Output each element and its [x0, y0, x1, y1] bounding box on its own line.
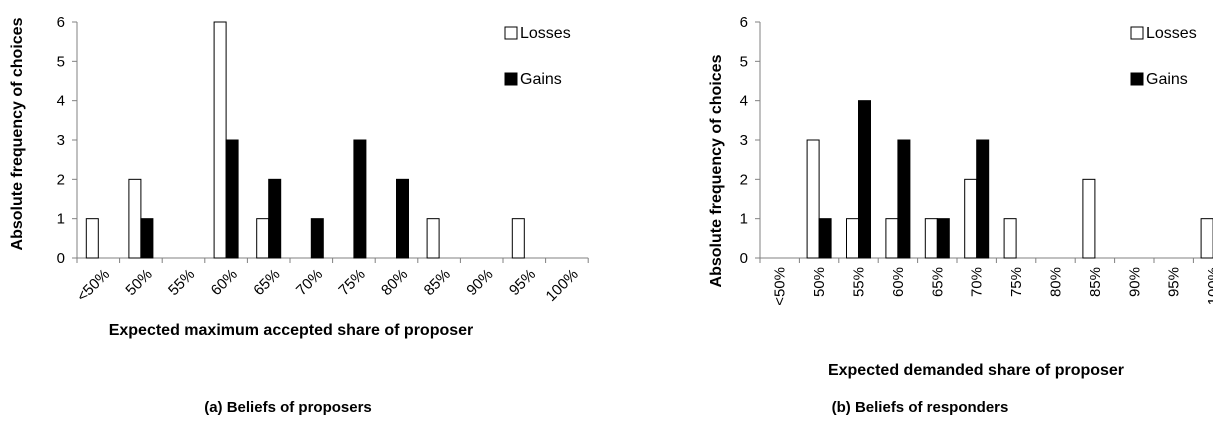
chart-a-x-tick-label: 65% [250, 266, 283, 299]
chart-b-y-tick-label: 2 [740, 171, 748, 188]
chart-a-bar-losses [85, 218, 99, 259]
chart-b-bar-losses [1003, 218, 1017, 259]
chart-a-x-tick-label: 50% [122, 266, 155, 299]
chart-a-legend-label-gains: Gains [520, 71, 562, 88]
chart-b-y-tick-label: 0 [740, 250, 748, 267]
chart-b-plot-area: 0 1 2 3 4 5 6 <50% 50% 55% 60% 65% 70% 75% 80% 85% 90% 95… [740, 14, 1213, 306]
chart-b-x-tick-label: <50% [772, 267, 789, 306]
chart-b-x-tick-label: 65% [929, 267, 946, 297]
chart-a-y-tick-label: 2 [57, 171, 65, 188]
chart-a-legend-swatch-gains [504, 72, 518, 86]
chart-b-legend: Losses Gains [1130, 25, 1197, 88]
chart-a-bar-losses [128, 178, 142, 259]
chart-b-x-axis-title: Expected demanded share of proposer [828, 362, 1124, 379]
chart-a-x-tick-label: 95% [506, 266, 539, 299]
chart-b-bar-losses [1200, 218, 1213, 259]
chart-b-legend-label-losses: Losses [1146, 25, 1197, 42]
chart-b-bar-gains [897, 139, 911, 259]
chart-a-x-tick-label: 75% [335, 266, 368, 299]
chart-a-y-tick-label: 6 [57, 14, 65, 31]
chart-b-x-tick-label: 85% [1087, 267, 1104, 297]
chart-b-bar-losses [1082, 178, 1096, 259]
chart-b-bar-gains [936, 218, 950, 259]
chart-a-y-axis-title: Absolute frequency of choices [9, 17, 26, 250]
chart-b-y-tick-label: 3 [740, 132, 748, 149]
chart-a-x-tick-label: 60% [208, 266, 241, 299]
chart-a-x-tick-label: 85% [421, 266, 454, 299]
chart-b-x-tick-label: 100% [1205, 267, 1213, 305]
chart-a-bar-gains [396, 178, 409, 259]
chart-b-legend-swatch-losses [1130, 26, 1144, 40]
chart-a-y-tick-label: 3 [57, 132, 65, 149]
chart-a-bar-losses [213, 21, 227, 259]
chart-b-y-tick-label: 6 [740, 14, 748, 31]
chart-b-x-tick-label: 95% [1166, 267, 1183, 297]
chart-a-x-axis-title: Expected maximum accepted share of propo… [109, 322, 474, 339]
chart-a-y-tick-label: 0 [57, 250, 65, 267]
chart-b-bar-gains [858, 100, 871, 259]
chart-a-bar-gains [353, 139, 367, 259]
chart-a-x-tick-label: 55% [165, 266, 198, 299]
chart-b-x-tick-label: 75% [1008, 267, 1025, 297]
chart-b-y-tick-label: 5 [740, 53, 748, 70]
chart-b-bar-gains [818, 218, 832, 259]
chart-b-bar-gains [976, 139, 990, 259]
chart-b-y-tick-label: 4 [740, 93, 748, 110]
chart-a-legend: Losses Gains [504, 25, 571, 88]
chart-b-bar-losses [885, 218, 899, 259]
chart-a-x-tick-label: 70% [293, 266, 326, 299]
chart-b: 0 1 2 3 4 5 6 <50% 50% 55% 60% 65% 70% 75% 80% 85% 90% 95… [708, 14, 1213, 416]
chart-a-bar-losses [511, 218, 525, 259]
chart-a-caption: (a) Beliefs of proposers [204, 399, 372, 416]
chart-b-x-tick-label: 60% [890, 267, 907, 297]
chart-a-x-tick-label: 80% [378, 266, 411, 299]
chart-b-y-tick-label: 1 [740, 211, 748, 228]
chart-a-x-tick-label: 90% [463, 266, 496, 299]
chart-a-bar-losses [256, 218, 270, 259]
chart-a-legend-label-losses: Losses [520, 25, 571, 42]
chart-b-y-axis-title: Absolute frequency of choices [708, 54, 725, 287]
chart-a-y-tick-label: 4 [57, 93, 65, 110]
chart-b-caption: (b) Beliefs of responders [832, 399, 1009, 416]
chart-b-legend-swatch-gains [1130, 72, 1144, 86]
chart-a-x-tick-label: 100% [543, 266, 582, 305]
chart-b-x-tick-label: 90% [1126, 267, 1143, 297]
chart-a-plot-area: 0 1 2 3 4 5 6 <50% 50% 55% 60% 65% 70% 75% 80% 85% 90% 95… [57, 14, 589, 305]
chart-b-bar-losses [806, 139, 820, 259]
chart-b-x-tick-label: 70% [969, 267, 986, 297]
chart-a: 0 1 2 3 4 5 6 <50% 50% 55% 60% 65% 70% 75% 80% 85% 90% 95… [9, 14, 589, 416]
chart-a-x-tick-label: <50% [74, 266, 113, 305]
chart-a-bar-gains [140, 218, 154, 259]
chart-a-legend-swatch-losses [504, 26, 518, 40]
chart-a-y-tick-label: 5 [57, 53, 65, 70]
chart-a-y-tick-label: 1 [57, 211, 65, 228]
chart-b-legend-label-gains: Gains [1146, 71, 1188, 88]
chart-a-bar-gains [268, 178, 282, 259]
chart-b-x-tick-label: 50% [811, 267, 828, 297]
chart-b-bar-losses [924, 218, 938, 259]
chart-b-x-tick-label: 80% [1048, 267, 1065, 297]
chart-a-bar-gains [225, 139, 239, 259]
chart-b-bar-losses [964, 178, 978, 259]
chart-b-bar-losses [846, 218, 859, 259]
chart-b-x-tick-label: 55% [851, 267, 868, 297]
chart-a-bar-gains [310, 218, 324, 259]
chart-a-bar-losses [426, 218, 440, 259]
